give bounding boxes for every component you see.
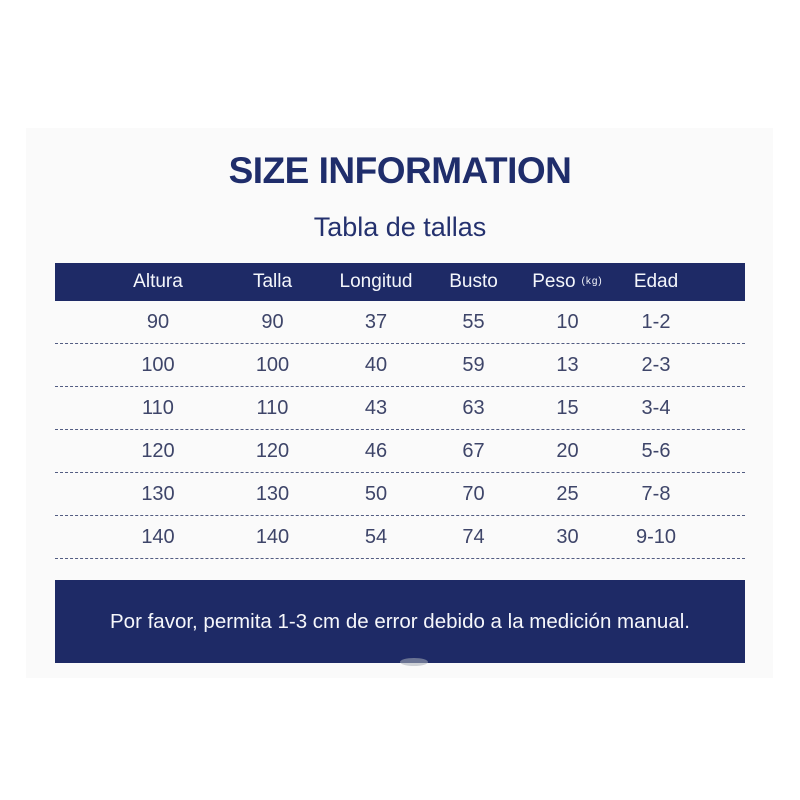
cell-busto: 67 bbox=[462, 439, 485, 462]
cell-peso: 15 bbox=[556, 396, 579, 419]
cell-edad: 9-10 bbox=[635, 525, 677, 548]
header-cell-talla: Talla bbox=[252, 271, 293, 292]
cell-busto: 59 bbox=[462, 353, 485, 376]
cell-peso: 13 bbox=[556, 353, 579, 376]
header-cell-busto: Busto bbox=[449, 271, 498, 292]
cell-altura: 140 bbox=[141, 525, 175, 548]
cell-talla: 110 bbox=[256, 396, 289, 419]
cell-altura: 130 bbox=[141, 482, 175, 505]
table-row: 100 100 40 59 13 2-3 bbox=[55, 344, 745, 387]
footer-note-bar: Por favor, permita 1-3 cm de error debid… bbox=[55, 580, 745, 663]
cell-peso: 20 bbox=[556, 439, 579, 462]
cell-edad: 1-2 bbox=[641, 310, 671, 333]
cell-altura: 120 bbox=[141, 439, 175, 462]
cell-edad: 7-8 bbox=[641, 482, 671, 505]
cell-longitud: 37 bbox=[364, 310, 388, 333]
table-header-row: Altura Talla Longitud Busto Peso (kg) Eda… bbox=[55, 263, 745, 301]
cell-talla: 90 bbox=[261, 310, 284, 333]
cell-longitud: 43 bbox=[364, 396, 388, 419]
cell-edad: 2-3 bbox=[641, 353, 671, 376]
footer-note: Por favor, permita 1-3 cm de error debid… bbox=[110, 609, 690, 633]
cell-peso: 30 bbox=[556, 525, 579, 548]
cell-longitud: 40 bbox=[364, 353, 388, 376]
table-row: 130 130 50 70 25 7-8 bbox=[55, 473, 745, 516]
cell-edad: 5-6 bbox=[641, 439, 671, 462]
cell-peso: 25 bbox=[556, 482, 579, 505]
cell-longitud: 54 bbox=[364, 525, 388, 548]
cell-edad: 3-4 bbox=[641, 396, 671, 419]
cell-busto: 74 bbox=[462, 525, 485, 548]
cell-talla: 140 bbox=[255, 525, 290, 548]
cell-longitud: 46 bbox=[364, 439, 388, 462]
cell-busto: 63 bbox=[462, 396, 485, 419]
table-row: 110 110 43 63 15 3-4 bbox=[55, 387, 745, 430]
header-cell-peso: Peso (kg) bbox=[522, 271, 613, 293]
table-row: 120 120 46 67 20 5-6 bbox=[55, 430, 745, 473]
cell-busto: 55 bbox=[462, 310, 485, 333]
cell-altura: 90 bbox=[146, 310, 170, 333]
header-cell-longitud: Longitud bbox=[339, 271, 413, 292]
cell-talla: 100 bbox=[255, 353, 290, 376]
header-cell-altura: Altura bbox=[133, 271, 183, 292]
cell-peso: 10 bbox=[556, 310, 579, 333]
size-table: Altura Talla Longitud Busto Peso (kg) Eda… bbox=[55, 263, 745, 559]
cell-busto: 70 bbox=[462, 482, 485, 505]
cell-altura: 110 bbox=[142, 396, 174, 419]
header-peso-label: Peso bbox=[532, 271, 576, 292]
table-row: 90 90 37 55 10 1-2 bbox=[55, 301, 745, 344]
page-title: SIZE INFORMATION bbox=[228, 150, 572, 191]
cell-talla: 120 bbox=[255, 439, 290, 462]
header-cell-edad: Edad bbox=[633, 271, 679, 292]
cell-longitud: 50 bbox=[364, 482, 388, 505]
page-subtitle: Tabla de tallas bbox=[313, 212, 487, 242]
table-row: 140 140 54 74 30 9-10 bbox=[55, 516, 745, 559]
header-peso-unit: (kg) bbox=[581, 276, 603, 287]
cell-talla: 130 bbox=[255, 482, 290, 505]
cell-altura: 100 bbox=[141, 353, 175, 376]
table-body: 90 90 37 55 10 1-2 100 100 40 59 13 2-3 … bbox=[55, 301, 745, 559]
image-smudge-artifact bbox=[400, 658, 428, 666]
